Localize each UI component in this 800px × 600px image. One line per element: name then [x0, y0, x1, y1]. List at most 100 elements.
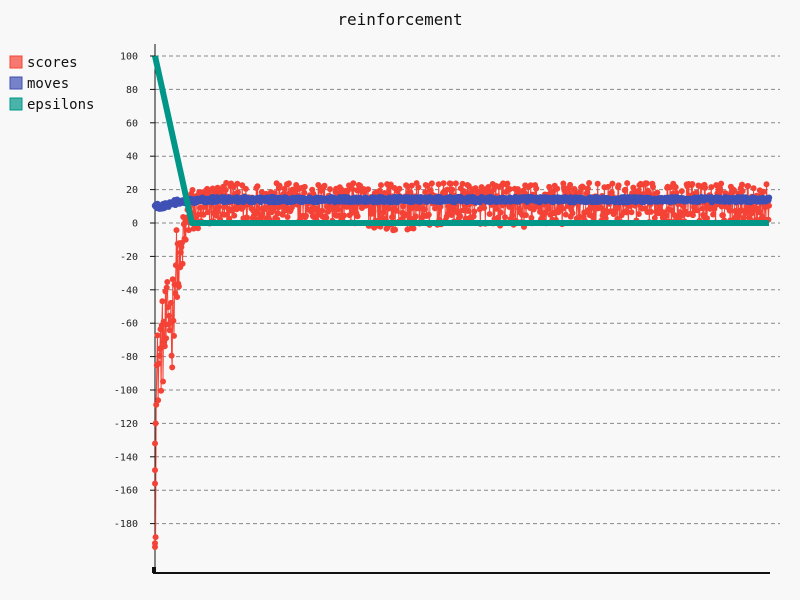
scores-point: [704, 215, 710, 222]
scores-point: [400, 203, 407, 210]
scores-point: [155, 360, 162, 367]
scores-point: [594, 180, 601, 187]
scores-point: [470, 213, 477, 220]
y-tick-label: -180: [114, 519, 138, 530]
scores-point: [440, 180, 447, 187]
scores-point: [392, 226, 399, 233]
scores-point: [255, 205, 262, 212]
scores-point: [635, 211, 642, 217]
y-tick-label: 40: [126, 152, 138, 163]
scores-point: [506, 203, 513, 210]
scores-point: [669, 207, 675, 214]
scores-point: [702, 184, 709, 191]
series-epsilons: [152, 55, 769, 226]
scores-point: [415, 184, 422, 191]
scores-point: [166, 327, 173, 334]
scores-point: [321, 182, 328, 189]
scores-point: [654, 189, 661, 196]
scores-point: [710, 211, 717, 218]
scores-point: [457, 213, 464, 220]
scores-point: [410, 225, 417, 232]
scores-point: [624, 180, 631, 187]
legend: scores moves epsilons: [9, 55, 94, 113]
scores-point: [319, 207, 325, 214]
scores-point: [720, 212, 726, 219]
y-tick-label: -60: [120, 319, 138, 330]
scores-point: [179, 260, 186, 267]
scores-point: [623, 209, 630, 216]
scores-point: [672, 184, 679, 191]
scores-point: [155, 397, 162, 404]
y-tick-label: -140: [114, 452, 138, 463]
series-layer: [151, 55, 773, 550]
scores-point: [731, 187, 737, 194]
scores-point: [486, 211, 493, 217]
scores-point: [156, 352, 163, 359]
scores-point: [533, 185, 540, 192]
scores-point: [452, 180, 459, 187]
scores-point: [448, 212, 455, 218]
scores-point: [152, 543, 158, 550]
scores-point: [323, 214, 330, 221]
scores-point: [276, 182, 283, 189]
scores-point: [152, 480, 158, 487]
scores-point: [154, 332, 161, 339]
scores-point: [763, 181, 770, 188]
scores-point: [437, 203, 444, 210]
scores-point: [156, 345, 163, 352]
scores-point: [447, 180, 454, 187]
scores-point: [609, 180, 616, 187]
scores-point: [739, 188, 746, 195]
scores-point: [580, 184, 586, 191]
scores-point: [288, 204, 295, 211]
scores-point: [220, 204, 227, 210]
y-tick-label: 20: [126, 185, 138, 196]
scores-point: [244, 214, 251, 221]
scores-point: [222, 187, 229, 194]
scores-point: [173, 227, 180, 234]
scores-point: [421, 206, 428, 213]
scores-point: [471, 208, 478, 215]
scores-point: [481, 204, 488, 211]
scores-point: [169, 364, 176, 371]
scores-point: [393, 207, 400, 214]
axes: [152, 44, 770, 574]
scores-point: [408, 182, 415, 189]
y-tick-label: 0: [132, 219, 138, 230]
scores-point: [739, 181, 745, 188]
scores-point: [303, 212, 309, 219]
scores-point: [164, 304, 171, 311]
scores-point: [425, 211, 432, 218]
scores-point: [389, 214, 395, 221]
epsilons-line: [152, 55, 769, 226]
scores-point: [169, 276, 176, 283]
scores-point: [584, 185, 591, 192]
scores-point: [635, 188, 642, 194]
scores-point: [335, 206, 341, 213]
scores-point: [195, 225, 201, 232]
scores-point: [535, 203, 542, 210]
scores-point: [622, 186, 629, 193]
scores-point: [432, 204, 439, 211]
scores-point: [449, 186, 456, 193]
scores-point: [284, 214, 291, 220]
scores-point: [301, 189, 308, 196]
scores-point: [171, 332, 177, 339]
scores-point: [283, 204, 290, 211]
scores-point: [158, 387, 165, 394]
scores-point: [161, 343, 168, 350]
y-tick-label: 100: [120, 52, 138, 63]
scores-point: [189, 187, 196, 193]
scores-point: [380, 209, 387, 216]
scores-point: [648, 208, 655, 215]
gridlines: 100 80 60 40 20 0 -20 -40 -60 -80 -100 -120 -140 -160…: [114, 52, 780, 530]
legend-label: scores: [27, 55, 78, 71]
scores-point: [586, 180, 593, 186]
scores-point: [152, 420, 159, 427]
series-moves: [151, 193, 773, 212]
scores-point: [562, 211, 569, 218]
moves-point: [765, 194, 773, 201]
scores-point: [628, 209, 635, 216]
scores-point: [493, 205, 500, 212]
scores-point: [160, 318, 167, 325]
